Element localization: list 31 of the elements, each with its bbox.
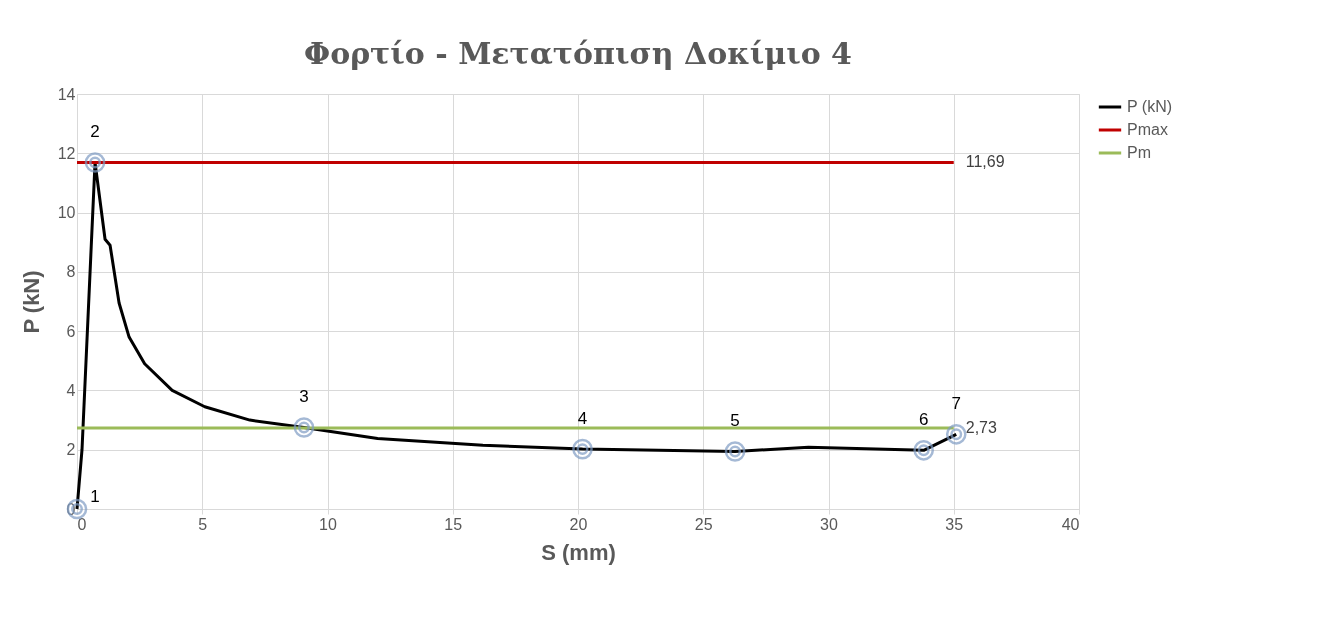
legend-label: Pm — [1127, 144, 1151, 161]
y-tick-label: 4 — [66, 381, 76, 399]
data-label: 11,69 — [965, 153, 1005, 171]
annotation: 6 — [918, 410, 929, 430]
annotation: 4 — [577, 409, 588, 429]
x-tick-label: 5 — [198, 515, 208, 533]
data-label: 2,73 — [965, 419, 997, 437]
legend-label: P (kN) — [1127, 98, 1173, 115]
x-tick-label: 15 — [444, 515, 463, 533]
y-tick-label: 10 — [57, 204, 76, 222]
x-axis-title: S (mm) — [541, 539, 616, 565]
x-tick-label: 40 — [1061, 515, 1080, 533]
legend-label: Pmax — [1127, 121, 1168, 138]
annotation: 1 — [90, 487, 100, 506]
x-tick-label: 30 — [820, 515, 838, 533]
chart-title: Φορτίο - Μετατόπιση Δοκίμιο 4 — [304, 36, 852, 71]
x-tick-label: 10 — [319, 515, 337, 533]
annotation: 7 — [951, 394, 961, 414]
y-axis-title: P (kN) — [18, 270, 44, 334]
y-tick-label: 14 — [57, 85, 76, 103]
y-tick-label: 6 — [66, 322, 76, 340]
y-tick-label: 2 — [66, 441, 76, 459]
x-tick-label: 0 — [77, 515, 87, 533]
y-tick-label: 8 — [66, 263, 76, 281]
x-tick-label: 20 — [569, 515, 588, 533]
x-tick-label: 35 — [945, 515, 964, 533]
annotation: 2 — [90, 122, 100, 142]
x-tick-label: 25 — [694, 515, 713, 533]
annotation: 3 — [299, 387, 309, 407]
y-tick-label: 12 — [57, 144, 76, 162]
annotation: 5 — [730, 411, 740, 431]
